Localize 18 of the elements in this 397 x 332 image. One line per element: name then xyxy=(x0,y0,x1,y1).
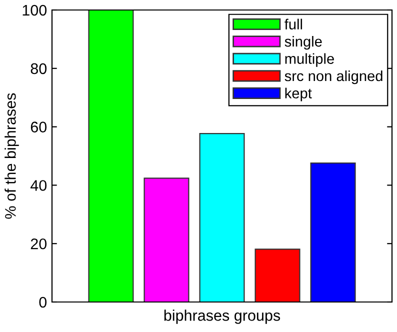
y-tick-label: 80 xyxy=(30,63,47,74)
y-tick-label: 40 xyxy=(30,180,47,191)
y-axis-title: % of the biphrases xyxy=(4,93,19,219)
y-tick-label: 20 xyxy=(30,238,47,250)
legend-label: kept xyxy=(285,88,312,102)
bar xyxy=(310,162,356,302)
bar xyxy=(254,248,300,302)
legend-label: multiple xyxy=(285,53,334,67)
y-tick-label: 60 xyxy=(30,122,47,132)
y-tick-label: 100 xyxy=(22,4,47,16)
y-tick-label: 0 xyxy=(39,296,47,308)
bar xyxy=(88,10,134,302)
bar xyxy=(199,132,245,302)
x-axis-title: biphrases groups xyxy=(164,310,280,324)
legend-label: src non aligned xyxy=(284,70,382,84)
legend-label: full xyxy=(284,18,302,30)
legend-label: single xyxy=(284,36,322,50)
bar xyxy=(144,178,190,302)
